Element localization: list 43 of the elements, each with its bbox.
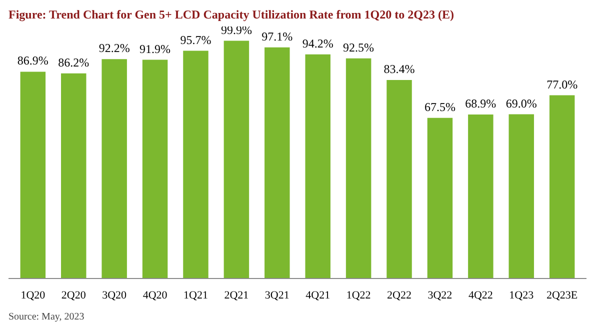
bar — [468, 114, 494, 278]
chart-title: Figure: Trend Chart for Gen 5+ LCD Capacity Utilization Rate from 1Q20 to 2Q23 (E) — [8, 8, 454, 22]
data-label: 86.9% — [17, 54, 48, 68]
bar — [20, 72, 46, 278]
data-label: 68.9% — [465, 96, 496, 111]
data-label: 86.2% — [58, 55, 90, 70]
data-label: 67.5% — [424, 100, 456, 114]
data-label: 69.0% — [506, 96, 537, 110]
bar — [386, 80, 412, 278]
data-label: 92.5% — [343, 40, 374, 54]
x-tick-label: 2Q20 — [61, 290, 86, 302]
bar — [549, 95, 575, 278]
data-label: 97.1% — [262, 29, 293, 44]
data-label: 77.0% — [546, 77, 578, 92]
data-label: 94.2% — [302, 36, 334, 50]
x-tick-label: 4Q22 — [468, 290, 493, 302]
source-note: Source: May, 2023 — [8, 312, 84, 322]
data-label: 91.9% — [140, 42, 171, 56]
x-tick-label: 4Q20 — [142, 290, 168, 302]
bar — [142, 60, 168, 278]
x-tick-label: 2Q21 — [224, 290, 249, 302]
x-tick-label: 1Q20 — [20, 290, 46, 302]
data-label: 83.4% — [384, 62, 415, 76]
x-tick-label: 3Q21 — [264, 290, 290, 302]
x-tick-label: 2Q23E — [546, 290, 578, 302]
bar — [183, 50, 208, 278]
x-tick-label: 1Q23 — [509, 290, 534, 302]
x-tick-label: 4Q21 — [306, 290, 330, 302]
bar — [305, 54, 330, 278]
data-label: 95.7% — [180, 32, 212, 47]
bar — [346, 58, 372, 278]
x-tick-label: 2Q22 — [387, 290, 412, 302]
bar — [427, 118, 453, 278]
bar — [102, 59, 127, 278]
bar — [61, 73, 86, 278]
data-label: 92.2% — [98, 41, 130, 56]
bar — [508, 114, 534, 278]
bar — [264, 47, 290, 278]
x-tick-label: 3Q22 — [428, 290, 452, 302]
x-tick-label: 1Q21 — [184, 290, 208, 302]
x-tick-label: 3Q20 — [102, 290, 128, 302]
x-tick-label: 1Q22 — [346, 290, 371, 302]
bar — [224, 40, 250, 278]
